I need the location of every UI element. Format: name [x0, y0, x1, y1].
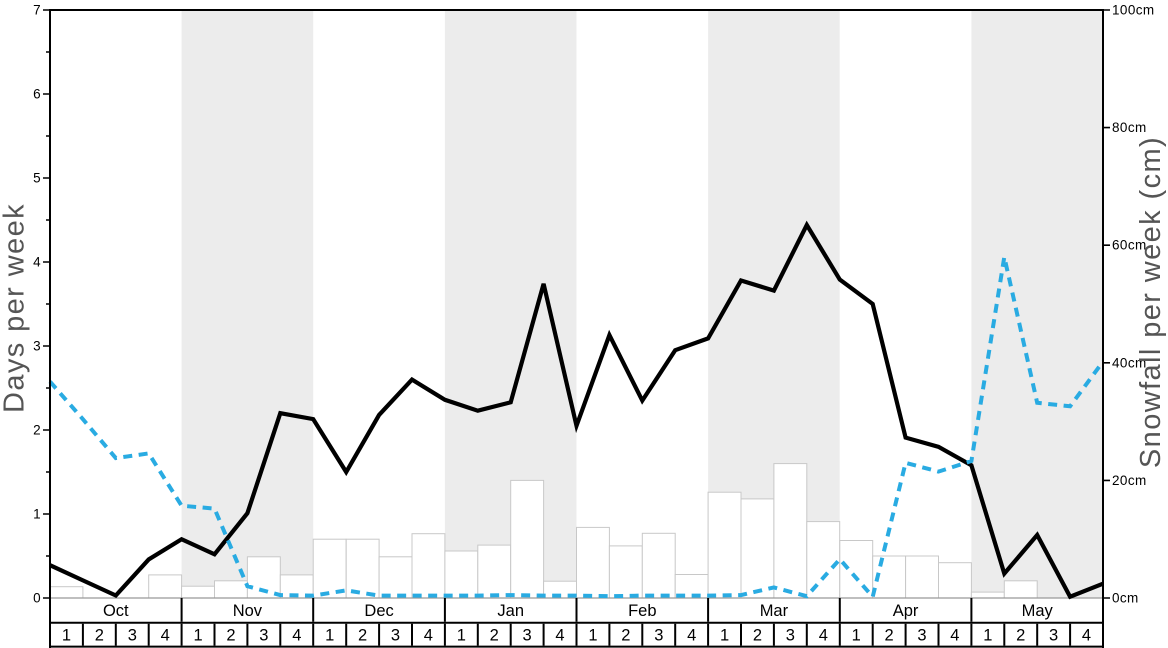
svg-text:2: 2: [95, 627, 104, 645]
svg-text:4: 4: [33, 255, 41, 270]
svg-text:100cm: 100cm: [1112, 3, 1155, 18]
svg-text:2: 2: [1016, 627, 1025, 645]
svg-text:1: 1: [33, 507, 41, 522]
svg-text:Apr: Apr: [893, 602, 919, 620]
svg-text:Mar: Mar: [760, 602, 789, 620]
svg-text:5: 5: [33, 171, 41, 186]
svg-text:4: 4: [819, 627, 828, 645]
svg-text:60cm: 60cm: [1112, 238, 1147, 253]
svg-text:1: 1: [588, 627, 597, 645]
svg-text:3: 3: [1049, 627, 1058, 645]
svg-text:1: 1: [325, 627, 334, 645]
svg-text:3: 3: [391, 627, 400, 645]
svg-text:1: 1: [852, 627, 861, 645]
svg-text:4: 4: [1082, 627, 1091, 645]
svg-text:4: 4: [424, 627, 433, 645]
svg-text:1: 1: [983, 627, 992, 645]
svg-text:3: 3: [523, 627, 532, 645]
svg-text:2: 2: [358, 627, 367, 645]
svg-text:1: 1: [194, 627, 203, 645]
svg-text:2: 2: [753, 627, 762, 645]
svg-text:May: May: [1022, 602, 1054, 620]
svg-text:2: 2: [621, 627, 630, 645]
svg-text:1: 1: [457, 627, 466, 645]
svg-text:Oct: Oct: [103, 602, 129, 620]
svg-text:2: 2: [885, 627, 894, 645]
svg-text:3: 3: [128, 627, 137, 645]
svg-text:3: 3: [33, 339, 41, 354]
svg-text:1: 1: [62, 627, 71, 645]
svg-text:0cm: 0cm: [1112, 591, 1139, 606]
svg-text:3: 3: [259, 627, 268, 645]
svg-text:4: 4: [555, 627, 564, 645]
svg-text:Feb: Feb: [628, 602, 656, 620]
svg-text:Nov: Nov: [233, 602, 263, 620]
svg-text:80cm: 80cm: [1112, 120, 1147, 135]
svg-text:2: 2: [226, 627, 235, 645]
svg-text:3: 3: [654, 627, 663, 645]
svg-text:6: 6: [33, 87, 41, 102]
svg-text:40cm: 40cm: [1112, 355, 1147, 370]
svg-text:4: 4: [950, 627, 959, 645]
svg-text:4: 4: [687, 627, 696, 645]
svg-text:0: 0: [33, 591, 41, 606]
svg-text:Snowfall per week (cm): Snowfall per week (cm): [1135, 136, 1167, 468]
svg-text:3: 3: [786, 627, 795, 645]
svg-text:2: 2: [490, 627, 499, 645]
svg-text:4: 4: [292, 627, 301, 645]
svg-text:4: 4: [161, 627, 170, 645]
svg-text:Jan: Jan: [497, 602, 524, 620]
svg-text:2: 2: [33, 423, 41, 438]
svg-text:3: 3: [917, 627, 926, 645]
svg-text:20cm: 20cm: [1112, 473, 1147, 488]
svg-text:Days per week: Days per week: [0, 203, 31, 413]
svg-text:7: 7: [33, 3, 41, 18]
svg-text:1: 1: [720, 627, 729, 645]
svg-text:Dec: Dec: [364, 602, 393, 620]
